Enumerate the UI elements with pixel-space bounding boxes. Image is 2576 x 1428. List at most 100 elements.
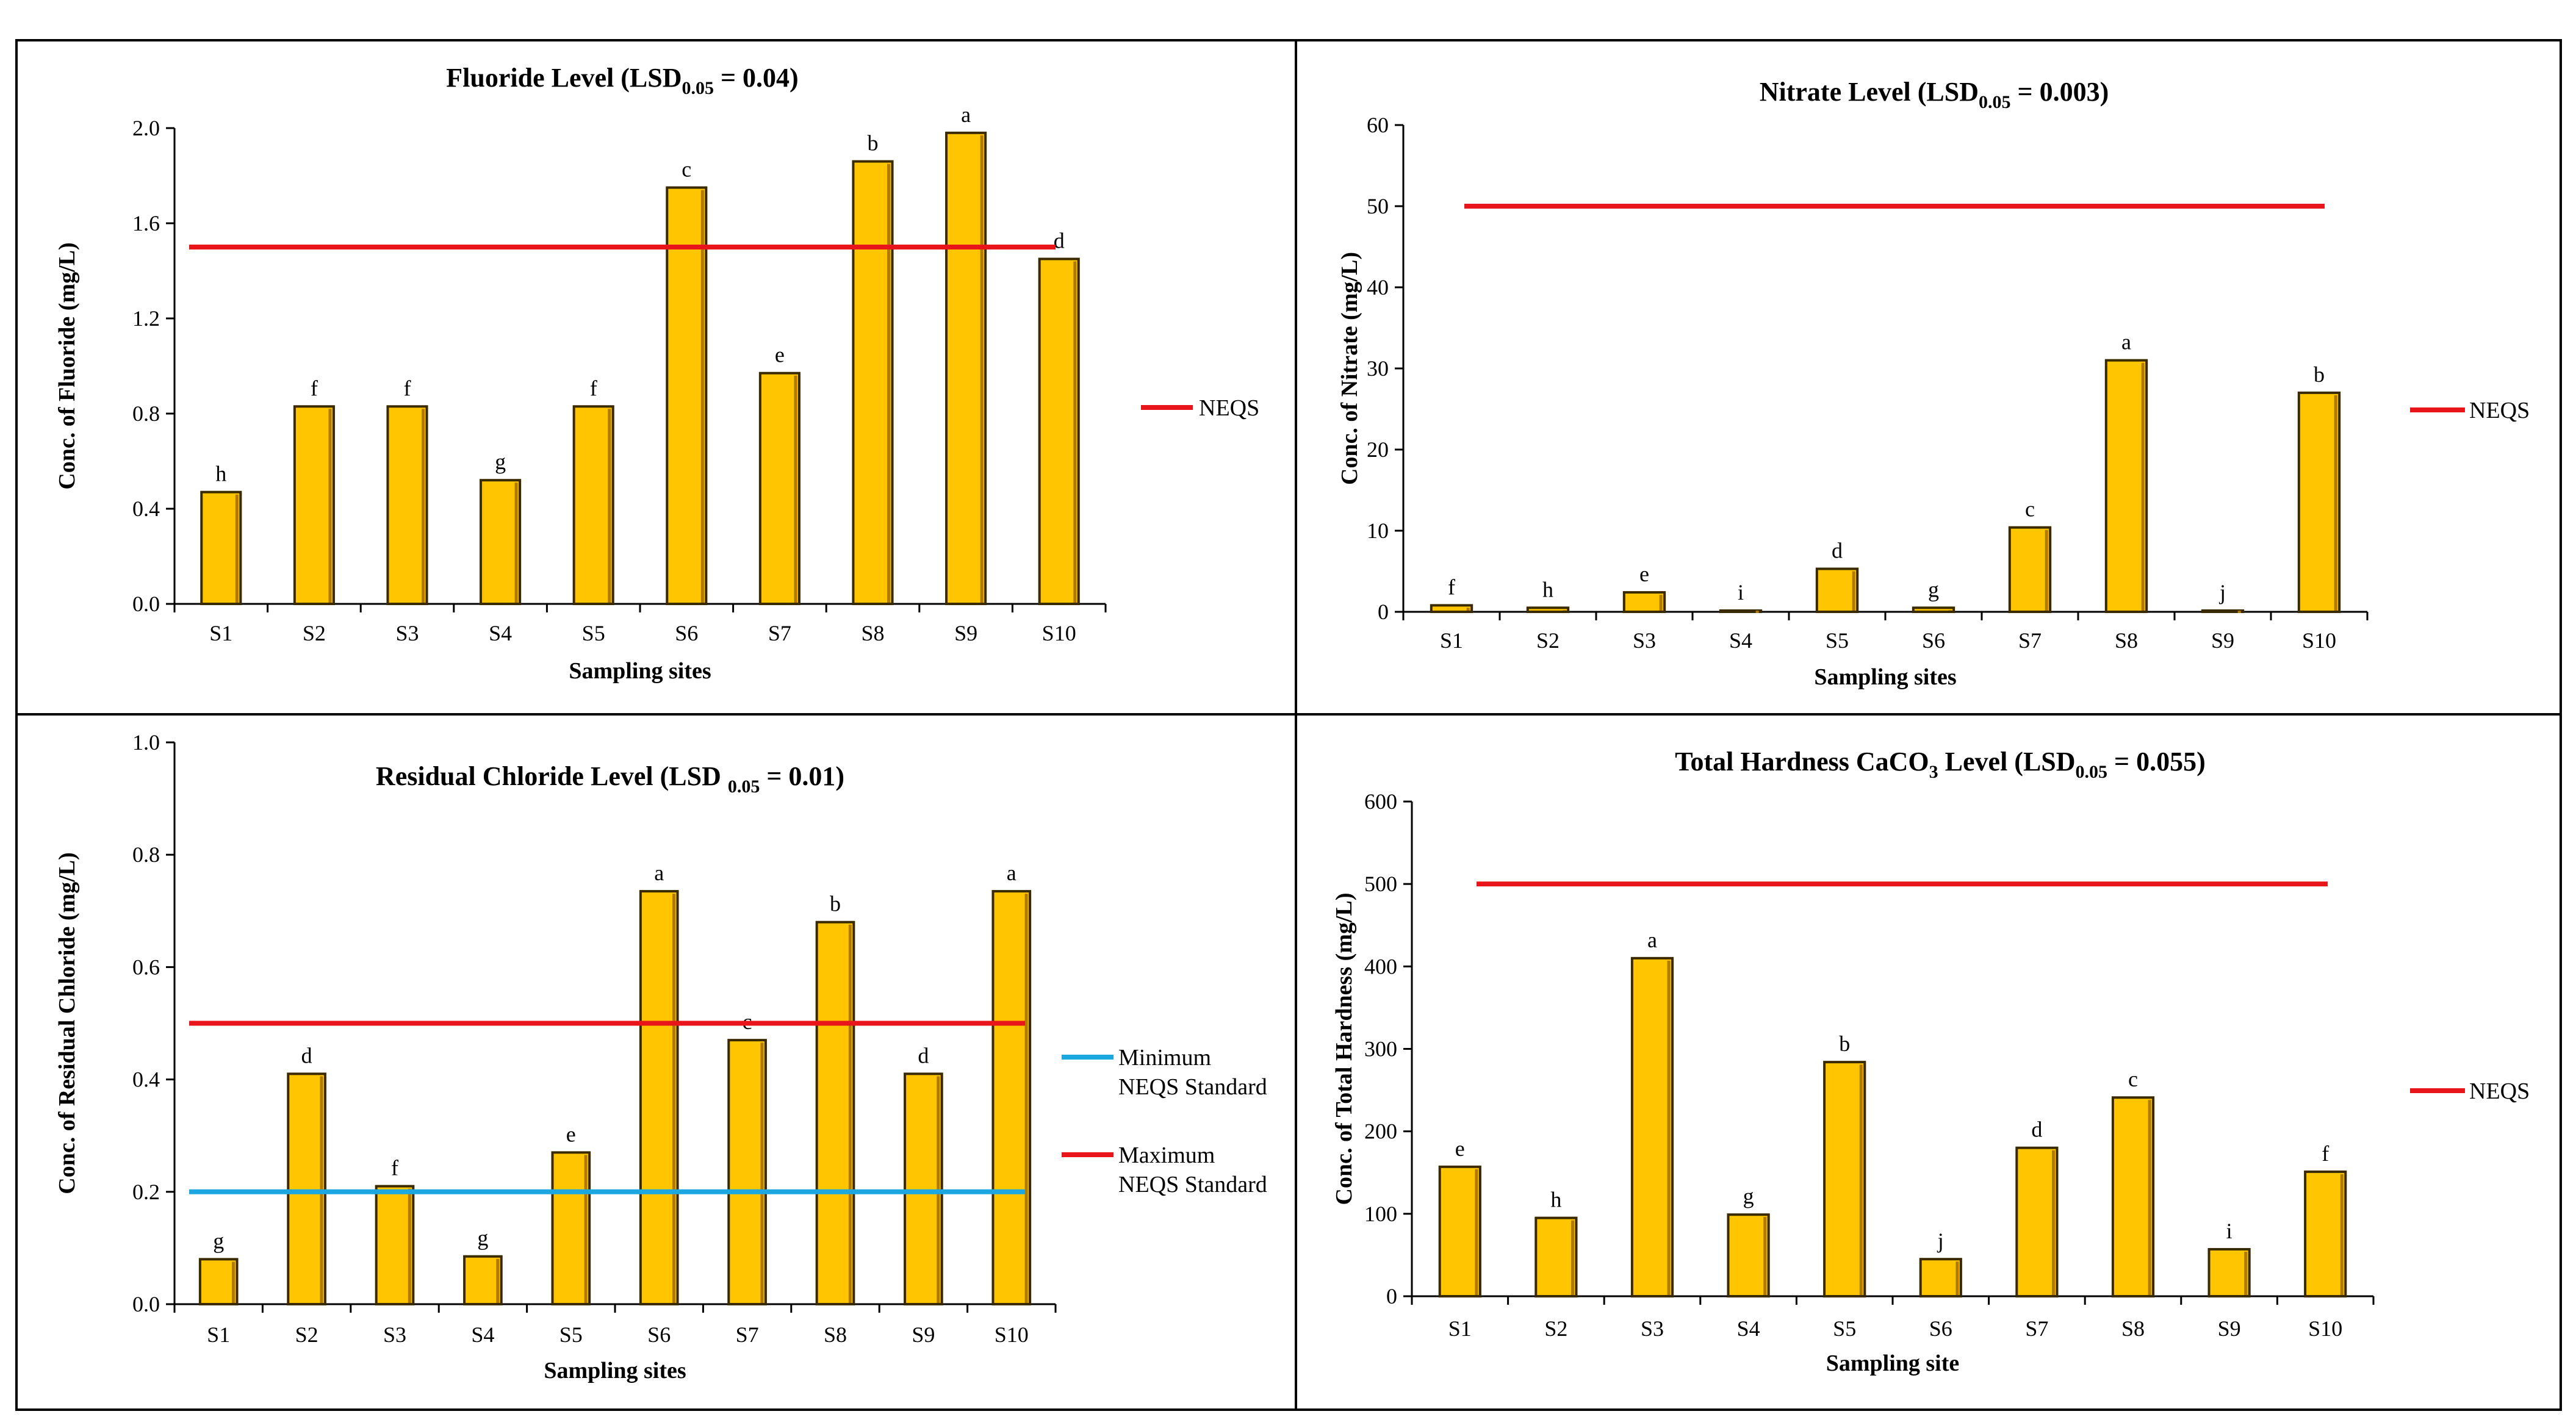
bar	[1630, 956, 1674, 1297]
significance-letter: a	[654, 861, 664, 885]
outer-frame	[15, 39, 2562, 1411]
x-axis-title: Sampling sites	[544, 1358, 686, 1383]
bar	[727, 1039, 767, 1305]
y-tick-label: 30	[1367, 356, 1389, 381]
significance-letter: f	[404, 376, 411, 400]
chart-title-subscript: 0.05	[2076, 762, 2108, 782]
bar	[293, 405, 335, 605]
x-tick-label: S9	[954, 621, 977, 645]
x-axis-title: Sampling sites	[1814, 664, 1956, 690]
residual-chloride-chart: Residual Chloride Level (LSD 0.05 = 0.01…	[54, 730, 1267, 1383]
bar	[945, 131, 987, 606]
x-tick-label: S5	[559, 1322, 583, 1347]
y-tick-label: 100	[1364, 1202, 1397, 1226]
x-tick-label: S7	[2025, 1316, 2048, 1341]
bar	[1438, 1165, 1481, 1297]
significance-letter: j	[1937, 1229, 1944, 1253]
bar	[551, 1151, 591, 1305]
bar	[904, 1072, 943, 1305]
x-axis-title: Sampling sites	[569, 658, 711, 684]
y-tick-label: 0.8	[132, 401, 160, 426]
significance-letter: d	[1832, 539, 1843, 563]
significance-letter: h	[215, 462, 226, 486]
y-tick-label: 0.4	[132, 1067, 160, 1092]
x-tick-label: S8	[861, 621, 884, 645]
x-tick-label: S7	[2018, 628, 2042, 653]
bar	[2015, 1146, 2059, 1297]
y-tick-label: 1.6	[132, 211, 160, 235]
y-tick-label: 200	[1364, 1119, 1397, 1144]
chart-title-subscript: 0.05	[682, 78, 714, 98]
x-tick-label: S5	[582, 621, 605, 645]
significance-letter: d	[1054, 229, 1065, 253]
bar	[463, 1255, 503, 1306]
legend-label: NEQS Standard	[1118, 1074, 1267, 1100]
significance-letter: g	[213, 1229, 224, 1253]
x-tick-label: S3	[1641, 1316, 1664, 1341]
chart-title-subscript: 0.05	[1979, 92, 2011, 112]
chart-title: Nitrate Level (LSD0.05 = 0.003)	[1760, 77, 2109, 112]
y-tick-label: 600	[1364, 789, 1397, 814]
y-tick-label: 0.4	[132, 497, 160, 521]
x-tick-label: S9	[2218, 1316, 2241, 1341]
significance-letter: f	[1448, 575, 1455, 599]
bar	[2304, 1170, 2347, 1297]
bar	[666, 186, 708, 605]
y-tick-label: 1.0	[132, 730, 160, 755]
legend-label: NEQS	[2469, 398, 2530, 423]
y-tick-label: 0.0	[132, 1292, 160, 1316]
x-tick-label: S5	[1826, 628, 1849, 653]
x-tick-label: S4	[1729, 628, 1752, 653]
x-tick-label: S10	[995, 1322, 1029, 1347]
significance-letter: a	[2121, 330, 2131, 354]
bar	[1622, 591, 1666, 614]
significance-letter: g	[495, 450, 506, 474]
bar	[2297, 391, 2341, 614]
significance-letter: e	[566, 1122, 576, 1146]
x-tick-label: S10	[2308, 1316, 2342, 1341]
y-axis-title: Conc. of Total Hardness (mg/L)	[1331, 893, 1357, 1205]
significance-letter: g	[477, 1226, 488, 1250]
x-tick-label: S2	[303, 621, 326, 645]
chart-title: Residual Chloride Level (LSD 0.05 = 0.01…	[376, 761, 844, 797]
bar	[1038, 257, 1080, 605]
legend-label: NEQS	[2469, 1078, 2530, 1104]
y-tick-label: 10	[1367, 518, 1389, 543]
bar	[1919, 1258, 1962, 1298]
legend-label: NEQS Standard	[1118, 1172, 1267, 1197]
y-tick-label: 2.0	[132, 116, 160, 140]
significance-letter: h	[1542, 577, 1553, 601]
y-tick-label: 0.2	[132, 1180, 160, 1204]
x-tick-label: S5	[1833, 1316, 1856, 1341]
total-hardness-chart: Total Hardness CaCO3 Level (LSD0.05 = 0.…	[1331, 747, 2530, 1376]
legend-label: Maximum	[1118, 1143, 1215, 1168]
bar	[287, 1072, 326, 1305]
x-tick-label: S4	[471, 1322, 494, 1347]
x-tick-label: S6	[647, 1322, 671, 1347]
y-axis-title: Conc. of Residual Chloride (mg/L)	[54, 852, 80, 1194]
significance-letter: b	[868, 131, 879, 156]
significance-letter: f	[311, 376, 318, 400]
chart-title-part: Level (LSD	[1938, 747, 2076, 777]
bar	[815, 920, 855, 1305]
significance-letter: a	[1647, 928, 1657, 952]
bar	[572, 405, 614, 605]
significance-letter: f	[391, 1156, 398, 1180]
x-tick-label: S8	[2115, 628, 2138, 653]
bar	[2104, 359, 2148, 613]
x-axis-title: Sampling site	[1826, 1351, 1960, 1376]
chart-title-part: Fluoride Level (LSD	[446, 63, 682, 93]
significance-letter: h	[1550, 1188, 1561, 1212]
chart-title-part: = 0.003)	[2011, 77, 2109, 107]
chart-title-subscript: 3	[1929, 762, 1938, 782]
significance-letter: d	[2031, 1118, 2042, 1142]
x-tick-label: S2	[295, 1322, 318, 1347]
significance-letter: i	[2226, 1219, 2232, 1243]
significance-letter: c	[682, 157, 691, 182]
bar	[375, 1185, 415, 1305]
bar	[758, 371, 801, 605]
chart-title-part: Total Hardness CaCO	[1675, 747, 1929, 777]
significance-letter: a	[961, 102, 971, 127]
x-tick-label: S6	[675, 621, 698, 645]
